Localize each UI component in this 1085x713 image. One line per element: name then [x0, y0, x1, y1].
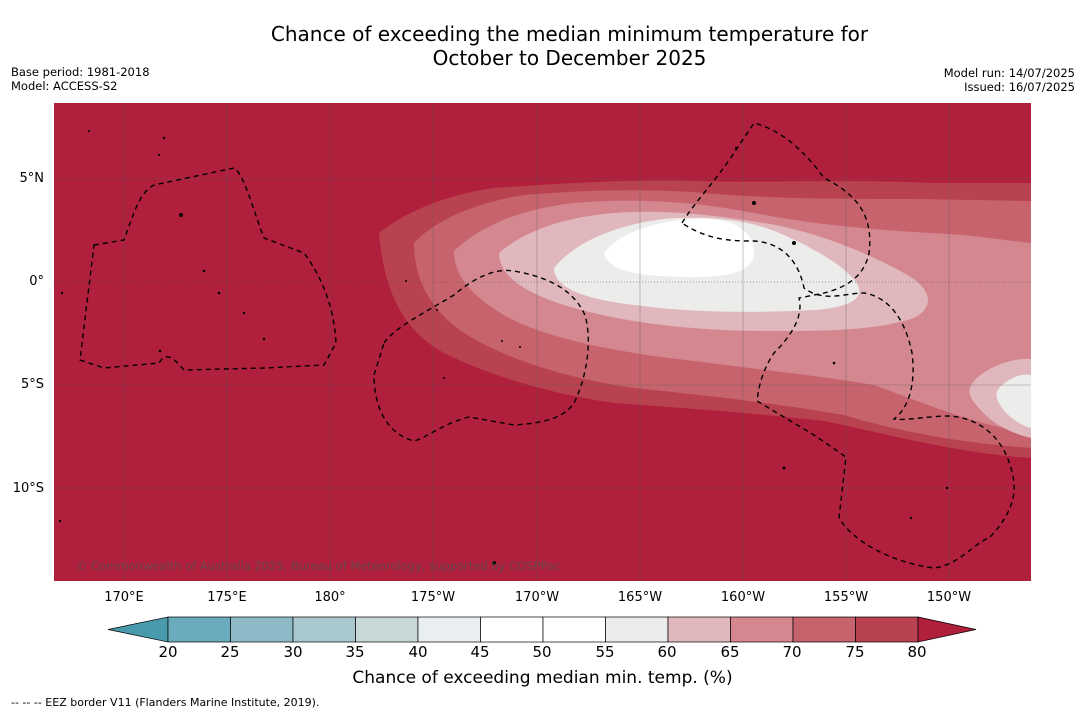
lon-label-170w: 170°W — [514, 590, 560, 605]
colorbar-swatch — [792, 616, 856, 643]
lon-label-165w: 165°W — [617, 590, 663, 605]
colorbar-tick: 75 — [845, 643, 865, 661]
eez-border-tuvalu-kiribati-west — [79, 167, 337, 371]
map-panel: © Commonwealth of Australia 2025, Bureau… — [54, 103, 1031, 581]
lat-label-5n: 5°N — [19, 171, 45, 186]
contour-55-east — [996, 374, 1031, 428]
copyright-notice: © Commonwealth of Australia 2025, Bureau… — [76, 559, 561, 573]
colorbar-swatch — [417, 616, 481, 643]
lon-label-150w: 150°W — [926, 590, 972, 605]
eez-borders — [79, 122, 1015, 569]
colorbar-swatch — [292, 616, 356, 643]
colorbar-swatch — [667, 616, 731, 643]
meta-left: Base period: 1981-2018 Model: ACCESS-S2 — [11, 65, 150, 93]
colorbar — [108, 616, 977, 643]
colorbar-tick: 70 — [782, 643, 802, 661]
colorbar-swatch — [605, 616, 669, 643]
colorbar-tick: 55 — [595, 643, 615, 661]
colorbar-tick: 20 — [158, 643, 178, 661]
lon-label-160w: 160°W — [720, 590, 766, 605]
colorbar-swatch — [355, 616, 419, 643]
colorbar-extend-low — [108, 616, 169, 643]
lon-label-155w: 155°W — [823, 590, 869, 605]
lat-label-10s: 10°S — [12, 481, 44, 496]
lon-label-180: 180° — [314, 590, 346, 605]
lon-label-175w: 175°W — [410, 590, 456, 605]
colorbar-tick: 35 — [345, 643, 365, 661]
colorbar-swatch — [730, 616, 794, 643]
islands — [58, 130, 949, 565]
title-line-2: October to December 2025 — [432, 46, 707, 70]
colorbar-tick: 25 — [220, 643, 240, 661]
colorbar-swatch — [480, 616, 544, 643]
colorbar-tick: 50 — [532, 643, 552, 661]
model-run-text: Model run: 14/07/2025 — [943, 66, 1075, 80]
title-line-1: Chance of exceeding the median minimum t… — [270, 22, 869, 46]
base-period-text: Base period: 1981-2018 — [11, 65, 150, 79]
model-text: Model: ACCESS-S2 — [11, 79, 118, 93]
colorbar-label: Chance of exceeding median min. temp. (%… — [352, 668, 733, 688]
lon-label-170e: 170°E — [104, 590, 144, 605]
lon-label-175e: 175°E — [207, 590, 247, 605]
probability-map — [54, 103, 1031, 581]
colorbar-swatch — [230, 616, 294, 643]
contour-50 — [604, 218, 754, 278]
colorbar-tick: 60 — [657, 643, 677, 661]
issued-text: Issued: 16/07/2025 — [964, 80, 1075, 94]
colorbar-extend-high — [917, 616, 977, 643]
map-gridlines — [54, 103, 1031, 581]
colorbar-tick: 30 — [283, 643, 303, 661]
colorbar-swatches — [108, 616, 977, 643]
colorbar-swatch — [855, 616, 919, 643]
colorbar-tick: 40 — [408, 643, 428, 661]
lat-label-5s: 5°S — [20, 377, 44, 392]
colorbar-tick: 45 — [470, 643, 490, 661]
colorbar-tick: 65 — [720, 643, 740, 661]
colorbar-swatch — [167, 616, 231, 643]
meta-right: Model run: 14/07/2025 Issued: 16/07/2025 — [944, 66, 1075, 94]
eez-legend-note: -- -- -- EEZ border V11 (Flanders Marine… — [11, 696, 320, 709]
map-title: Chance of exceeding the median minimum t… — [0, 22, 1085, 70]
lat-label-0: 0° — [29, 274, 44, 289]
eez-border-phoenix — [373, 269, 589, 442]
colorbar-swatch — [542, 616, 606, 643]
colorbar-tick: 80 — [907, 643, 927, 661]
